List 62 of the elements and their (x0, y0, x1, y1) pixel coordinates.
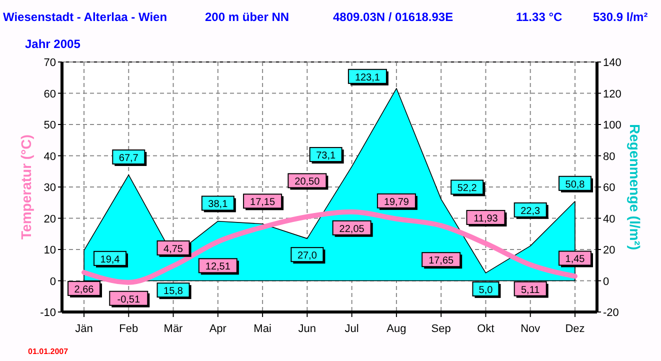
data-label: 5,11 (520, 284, 540, 296)
y2-tick-label: 20 (603, 244, 616, 256)
data-label: 1,45 (565, 254, 586, 266)
y2-tick-label: 140 (603, 57, 622, 69)
y-tick-label: 10 (44, 244, 56, 256)
data-label: 15,8 (164, 286, 184, 298)
y2-axis-title: Regenmenge (l/m²) (627, 124, 643, 250)
data-label: 5,0 (478, 284, 494, 296)
x-tick-label: Apr (209, 323, 227, 335)
x-tick-label: Jul (344, 323, 359, 335)
data-label: 4,75 (164, 244, 184, 255)
y-tick-label: 40 (44, 150, 56, 163)
data-label: 19,4 (100, 254, 120, 266)
text: 11.33 °C (516, 10, 562, 24)
y-tick-label: 0 (50, 276, 56, 288)
y2-tick-label: 100 (603, 120, 622, 132)
data-label: 73,1 (316, 150, 336, 162)
x-tick-label: Mai (254, 323, 272, 335)
data-label: 11,93 (474, 213, 498, 224)
y2-tick-label: 80 (603, 150, 616, 163)
y2-tick-label: 0 (603, 276, 610, 288)
y-tick-label: 50 (44, 120, 56, 132)
y-tick-label: 20 (44, 213, 56, 226)
x-tick-label: Jän (75, 323, 93, 335)
data-label: 67,7 (118, 152, 139, 164)
x-tick-label: Dez (565, 323, 585, 335)
y2-tick-label: 60 (603, 182, 616, 194)
y-tick-label: 70 (44, 57, 56, 69)
text: 4809.03N / 01618.93E (333, 10, 454, 24)
y2-tick-label: 120 (603, 88, 622, 100)
x-tick-label: Mär (164, 323, 184, 335)
data-label: 123,1 (354, 72, 380, 84)
y-tick-label: -10 (40, 307, 56, 319)
x-tick-label: Aug (386, 323, 406, 335)
data-label: 20,50 (294, 176, 320, 188)
data-label: 19,79 (384, 196, 410, 208)
chart-subtitle: Jahr 2005 (25, 37, 81, 51)
data-label: 38,1 (208, 199, 228, 210)
x-tick-label: Feb (119, 323, 138, 335)
y-axis-title: Temperatur (°C) (18, 134, 34, 240)
y-tick-label: 60 (44, 88, 56, 100)
data-label: 17,15 (250, 197, 276, 208)
y-tick-label: 30 (44, 182, 56, 194)
y2-tick-label: -20 (603, 307, 619, 319)
data-label: 50,8 (565, 179, 586, 190)
data-label: 22,05 (339, 224, 365, 235)
chart-title: Wiesenstadt - Alterlaa - Wien (3, 10, 168, 24)
data-label: 22,3 (520, 206, 541, 217)
x-tick-label: Sep (431, 323, 451, 335)
text: 530.9 l/m² (593, 10, 648, 24)
x-tick-label: Jun (298, 323, 316, 335)
text: 200 m über NN (205, 10, 290, 24)
x-tick-label: Okt (477, 323, 494, 335)
data-label: -0,51 (117, 294, 140, 306)
data-label: 27,0 (297, 250, 318, 262)
data-label: 52,2 (457, 183, 478, 194)
x-tick-label: Nov (520, 323, 541, 335)
y2-tick-label: 40 (603, 213, 616, 226)
data-label: 2,66 (74, 284, 94, 296)
text: 01.01.2007 (28, 347, 69, 356)
data-label: 17,65 (428, 256, 454, 267)
data-label: 12,51 (205, 262, 231, 273)
